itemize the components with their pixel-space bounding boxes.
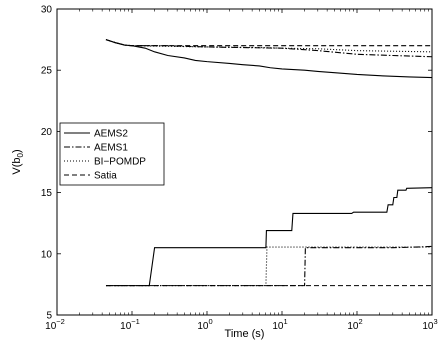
legend: AEMS2 AEMS1 BI−POMDP Satia (59, 122, 165, 186)
series-line-1-upper (105, 39, 432, 79)
y-tick-label: 30 (41, 5, 53, 16)
x-tick-label: 10−1 (120, 317, 140, 332)
x-tick-label: 101 (272, 317, 287, 332)
y-tick-label: 20 (41, 127, 53, 138)
legend-label-4: Satia (94, 171, 117, 182)
legend-label-2: AEMS1 (94, 143, 128, 154)
series-line-1-lower (105, 187, 432, 287)
x-tick-label: 103 (422, 317, 437, 332)
y-tick-label: 5 (46, 311, 52, 322)
y-tick-label: 25 (41, 66, 53, 77)
series-line-3-lower (105, 246, 432, 287)
x-tick-label: 100 (197, 317, 212, 332)
x-tick-label: 102 (347, 317, 362, 332)
series-line-4-upper (105, 39, 432, 47)
plot-frame (56, 8, 433, 316)
series-layer (105, 39, 432, 287)
x-tick-label: 10−2 (45, 317, 65, 332)
legend-label-1: AEMS2 (94, 129, 128, 140)
ticks-layer: 10−2 10−1 100 101 102 103 5 10 15 20 25 30 (41, 5, 438, 333)
x-axis-label: Time (s) (225, 328, 265, 340)
y-tick-label: 10 (41, 249, 53, 260)
legend-label-3: BI−POMDP (94, 157, 146, 168)
y-axis-label: V(b0) (11, 149, 25, 174)
series-line-2-upper (105, 39, 432, 58)
series-line-2-lower (105, 245, 432, 287)
y-tick-label: 15 (41, 188, 53, 199)
